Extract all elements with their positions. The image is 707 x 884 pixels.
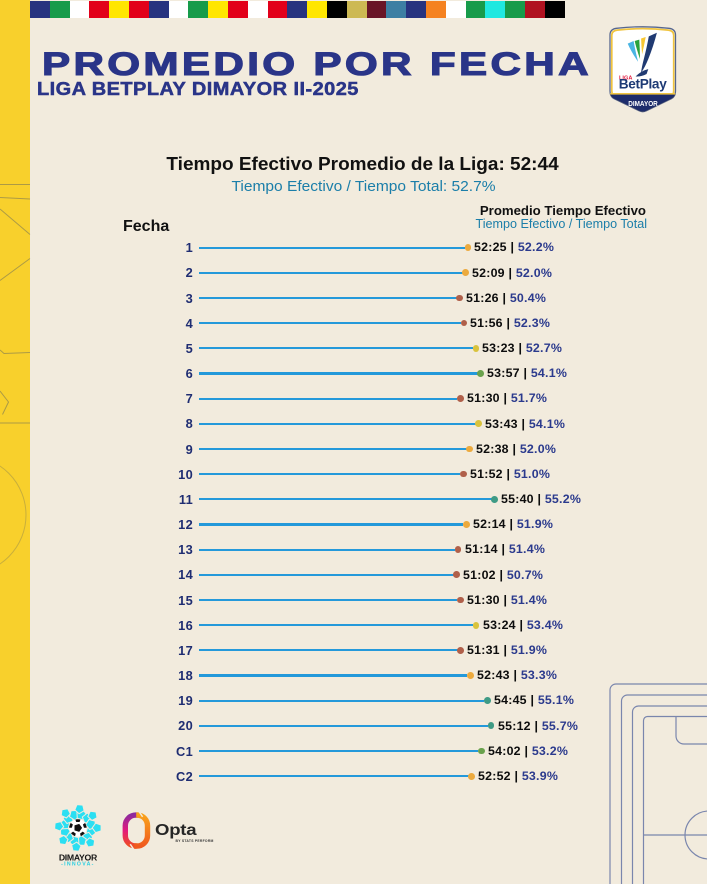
svg-text:DIMAYOR: DIMAYOR: [628, 99, 658, 108]
svg-text:BetPlay: BetPlay: [619, 76, 668, 91]
svg-text:-INNOVA-: -INNOVA-: [61, 862, 95, 868]
svg-text:LIGA: LIGA: [619, 75, 632, 81]
svg-text:DIMAYOR: DIMAYOR: [59, 853, 98, 863]
